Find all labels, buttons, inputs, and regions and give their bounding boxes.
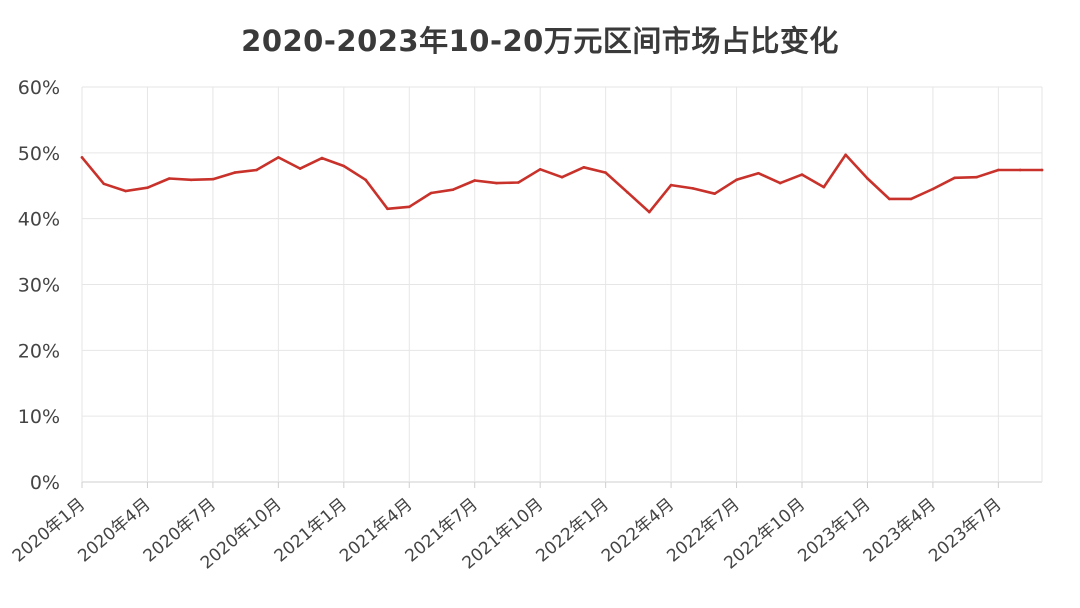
data-point (909, 197, 913, 201)
data-point (604, 171, 607, 174)
data-point (887, 197, 891, 201)
data-point (277, 156, 280, 159)
data-point (298, 167, 302, 170)
x-axis-ticks: 2020年1月2020年4月2020年7月2020年10月2021年1月2021… (9, 495, 1006, 574)
data-point (757, 171, 760, 175)
y-tick-label: 60% (18, 77, 60, 99)
x-tick-label: 2023年7月 (925, 495, 1005, 567)
data-point (255, 168, 258, 172)
data-point (386, 207, 389, 211)
data-point (102, 182, 106, 186)
data-point (713, 192, 717, 195)
y-tick-label: 40% (18, 209, 60, 231)
data-point (691, 187, 695, 190)
data-point (997, 168, 1000, 172)
data-point (626, 191, 629, 194)
data-point (1018, 168, 1022, 172)
data-point (1040, 168, 1044, 172)
data-point (429, 191, 433, 195)
data-point (975, 175, 978, 179)
y-tick-label: 0% (30, 472, 60, 494)
y-tick-label: 20% (18, 340, 60, 362)
data-point (124, 189, 127, 193)
series-group (80, 153, 1044, 214)
data-point (647, 210, 651, 214)
data-point (538, 167, 542, 171)
data-point (146, 186, 149, 190)
data-point (953, 176, 957, 180)
data-point (931, 187, 935, 191)
data-point (407, 205, 411, 209)
data-point (517, 181, 520, 184)
y-tick-label: 30% (18, 275, 60, 297)
y-axis-ticks: 0% 10% 20% 30% 40% 50% 60% (18, 77, 60, 494)
data-point (211, 177, 215, 181)
data-point (800, 173, 804, 176)
data-point (560, 175, 564, 179)
data-point (495, 181, 498, 185)
data-point (778, 181, 782, 185)
series-line (80, 153, 1044, 214)
data-point (866, 177, 869, 180)
data-point (189, 178, 193, 182)
data-point (233, 171, 237, 174)
data-point (844, 153, 847, 157)
data-point (669, 183, 673, 187)
data-point (735, 178, 738, 182)
data-point (167, 177, 171, 180)
data-point (473, 179, 477, 182)
data-point (364, 178, 367, 182)
y-tick-label: 50% (18, 143, 60, 165)
data-point (822, 185, 826, 189)
data-point (582, 166, 586, 169)
y-tick-label: 10% (18, 406, 60, 428)
data-point (451, 188, 455, 191)
chart-title: 2020-2023年10-20万元区间市场占比变化 (241, 24, 839, 58)
data-point (342, 164, 346, 168)
data-point (320, 156, 324, 160)
grid-lines (81, 86, 1043, 488)
data-point (80, 156, 84, 159)
